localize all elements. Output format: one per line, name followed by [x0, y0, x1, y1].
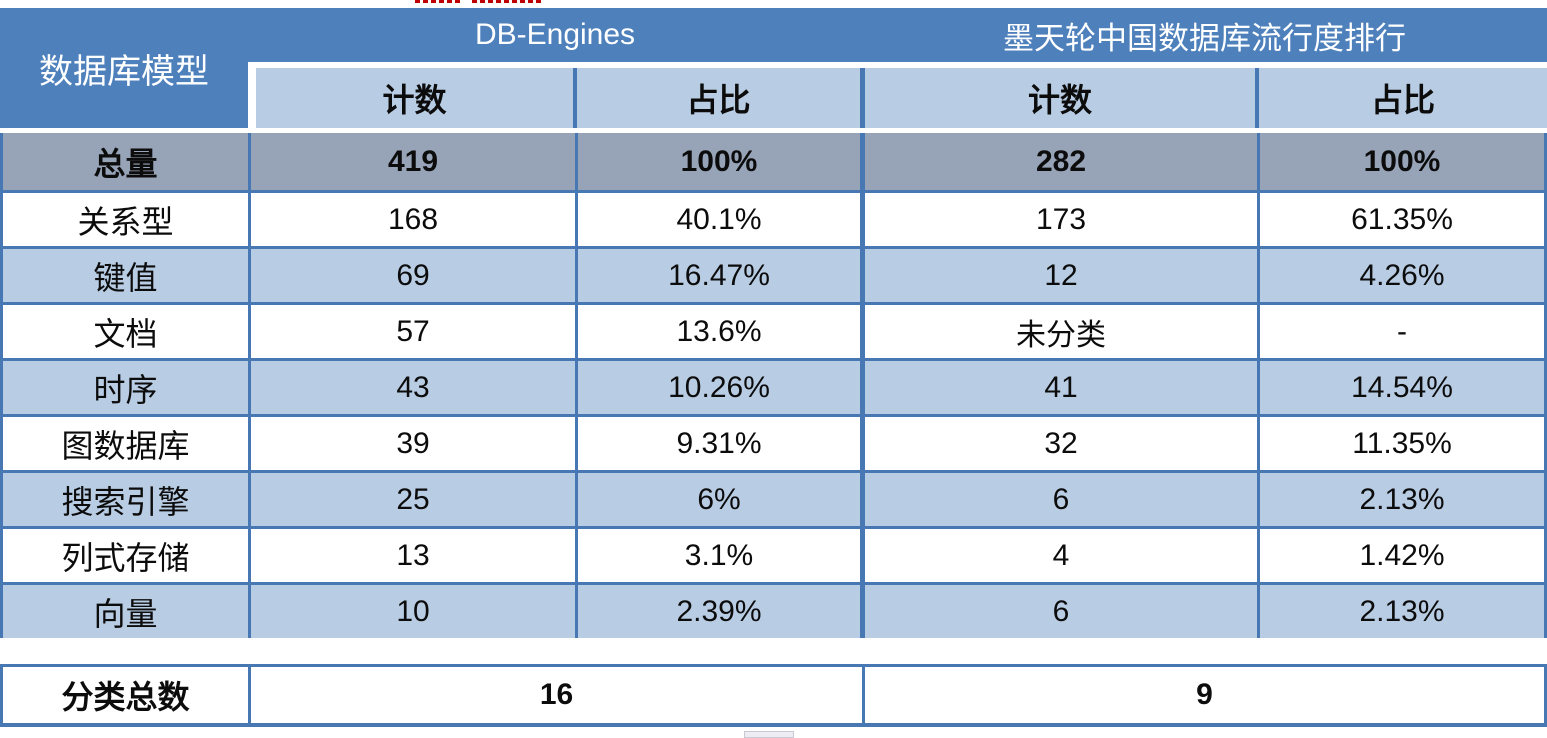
row-value: 100% — [1260, 133, 1544, 190]
row-value: 39 — [251, 417, 575, 470]
row-value: 6 — [865, 473, 1257, 526]
row-label: 搜索引擎 — [3, 473, 248, 526]
row-value: 16.47% — [578, 249, 862, 302]
row-label: 键值 — [3, 249, 248, 302]
row-value: 25 — [251, 473, 575, 526]
row-label: 向量 — [3, 585, 248, 638]
row-label: 总量 — [3, 133, 248, 190]
row-value: 40.1% — [578, 193, 862, 246]
column-group-motianlun: 墨天轮中国数据库流行度排行 — [1003, 20, 1406, 56]
row-value: 2.13% — [1260, 473, 1544, 526]
grid-divider — [573, 68, 577, 128]
row-value: 69 — [251, 249, 575, 302]
table-row: 时序 43 10.26% 41 14.54% — [0, 358, 1547, 414]
row-label: 列式存储 — [3, 529, 248, 582]
row-value: 32 — [865, 417, 1257, 470]
row-value: 57 — [251, 305, 575, 358]
row-value: 1.42% — [1260, 529, 1544, 582]
row-value: 6% — [578, 473, 862, 526]
column-header-database-model: 数据库模型 — [0, 8, 248, 128]
table-row: 列式存储 13 3.1% 4 1.42% — [0, 526, 1547, 582]
subheader-db-count: 计数 — [256, 68, 573, 128]
row-label: 关系型 — [3, 193, 248, 246]
row-value: 9.31% — [578, 417, 862, 470]
row-value: 41 — [865, 361, 1257, 414]
row-value: 4 — [865, 529, 1257, 582]
row-value: 11.35% — [1260, 417, 1544, 470]
footer-value-mt: 9 — [865, 667, 1544, 723]
row-value: 168 — [251, 193, 575, 246]
footer-value-db: 16 — [251, 667, 862, 723]
column-group-db-engines: DB-Engines — [474, 18, 636, 51]
row-value: 2.13% — [1260, 585, 1544, 638]
table-row: 键值 69 16.47% 12 4.26% — [0, 246, 1547, 302]
table-row: 搜索引擎 25 6% 6 2.13% — [0, 470, 1547, 526]
row-value: 419 — [251, 133, 575, 190]
row-value: 12 — [865, 249, 1257, 302]
row-value: 10.26% — [578, 361, 862, 414]
table-row: 图数据库 39 9.31% 32 11.35% — [0, 414, 1547, 470]
table-header-band — [0, 8, 1547, 62]
subheader-row: 计数 占比 计数 占比 — [248, 68, 1547, 128]
row-value: 6 — [865, 585, 1257, 638]
scrollbar-thumb[interactable] — [744, 731, 794, 738]
spellcheck-squiggle — [415, 0, 463, 3]
row-value: - — [1260, 305, 1544, 358]
grid-divider — [1255, 68, 1259, 128]
row-value: 61.35% — [1260, 193, 1544, 246]
table-footer-row: 分类总数 16 9 — [0, 664, 1547, 727]
row-value: 282 — [865, 133, 1257, 190]
row-value: 2.39% — [578, 585, 862, 638]
subheader-db-share: 占比 — [577, 68, 860, 128]
row-value: 3.1% — [578, 529, 862, 582]
row-value: 43 — [251, 361, 575, 414]
table-row: 文档 57 13.6% 未分类 - — [0, 302, 1547, 358]
row-value: 173 — [865, 193, 1257, 246]
subheader-mt-share: 占比 — [1259, 68, 1547, 128]
grid-divider — [860, 68, 865, 128]
row-value: 100% — [578, 133, 862, 190]
row-value: 14.54% — [1260, 361, 1544, 414]
spellcheck-squiggle — [472, 0, 542, 3]
table-row: 关系型 168 40.1% 173 61.35% — [0, 190, 1547, 246]
table-row: 总量 419 100% 282 100% — [0, 133, 1547, 190]
row-value: 4.26% — [1260, 249, 1544, 302]
row-value: 13 — [251, 529, 575, 582]
row-label: 时序 — [3, 361, 248, 414]
table-body: 总量 419 100% 282 100% 关系型 168 40.1% 173 61.35% 键值 69… — [0, 133, 1547, 638]
row-value: 13.6% — [578, 305, 862, 358]
row-value: 未分类 — [865, 305, 1257, 358]
table-row: 向量 10 2.39% 6 2.13% — [0, 582, 1547, 638]
subheader-mt-count: 计数 — [865, 68, 1255, 128]
row-label: 图数据库 — [3, 417, 248, 470]
header-gap — [248, 68, 256, 128]
row-value: 10 — [251, 585, 575, 638]
footer-label: 分类总数 — [3, 667, 248, 723]
row-label: 文档 — [3, 305, 248, 358]
